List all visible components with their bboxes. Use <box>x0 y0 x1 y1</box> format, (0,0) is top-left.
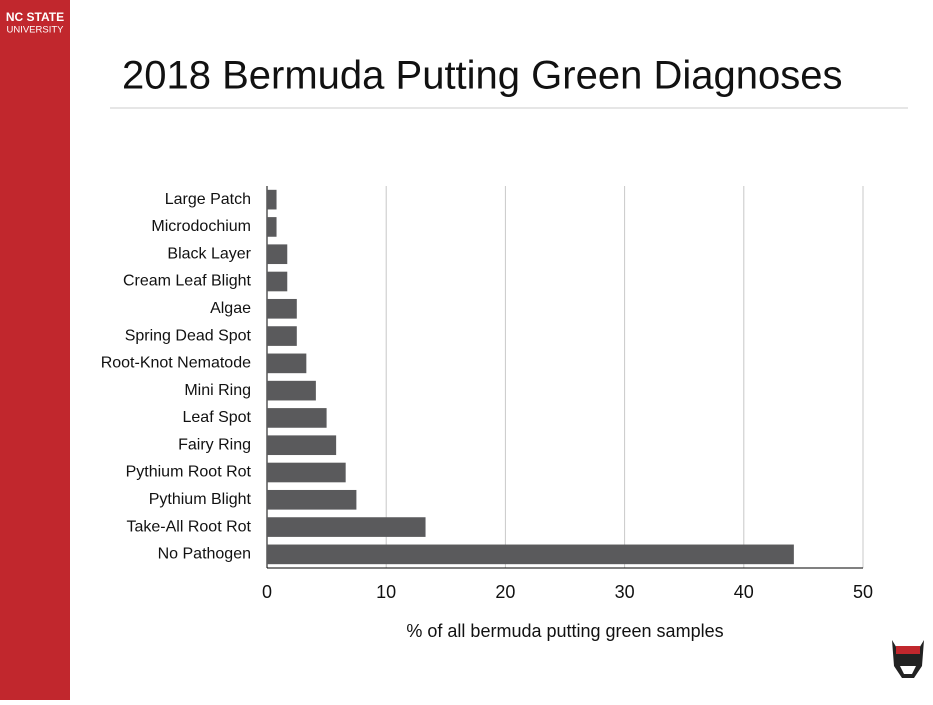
y-tick-label: Root-Knot Nematode <box>101 355 251 372</box>
y-tick-label: Fairy Ring <box>178 436 251 453</box>
bar <box>267 489 357 510</box>
logo <box>892 640 924 678</box>
y-tick-label: Leaf Spot <box>183 409 252 426</box>
bar <box>267 217 277 237</box>
bar <box>267 271 288 292</box>
y-tick-label: Pythium Blight <box>149 491 252 508</box>
y-tick-label: Mini Ring <box>184 382 251 399</box>
y-tick-label: Cream Leaf Blight <box>123 273 252 290</box>
bar <box>267 298 297 319</box>
x-tick-label: 10 <box>376 582 396 602</box>
bar <box>267 326 297 346</box>
y-tick-label: Take-All Root Rot <box>127 518 252 535</box>
bar <box>267 380 316 401</box>
y-tick-label: Spring Dead Spot <box>125 327 252 344</box>
x-tick-label: 40 <box>734 582 754 602</box>
bar <box>267 435 337 456</box>
y-tick-label: Large Patch <box>165 191 251 208</box>
x-tick-label: 20 <box>495 582 515 602</box>
brand-line1: NC STATE <box>6 10 64 24</box>
bar <box>267 462 346 483</box>
bar <box>267 353 307 374</box>
y-tick-label: Algae <box>210 300 251 317</box>
x-tick-label: 0 <box>262 582 272 602</box>
x-axis-label: % of all bermuda putting green samples <box>406 621 723 641</box>
y-tick-label: Microdochium <box>151 218 251 235</box>
chart-title: 2018 Bermuda Putting Green Diagnoses <box>122 54 842 98</box>
x-tick-label: 50 <box>853 582 873 602</box>
x-tick-label: 30 <box>615 582 635 602</box>
y-tick-label: No Pathogen <box>158 546 251 563</box>
bar <box>267 517 426 537</box>
y-tick-label: Black Layer <box>167 245 251 262</box>
brand-line2: UNIVERSITY <box>6 25 64 36</box>
bar <box>267 189 277 210</box>
sidebar <box>0 0 70 700</box>
y-tick-label: Pythium Root Rot <box>126 464 252 481</box>
bar <box>267 544 794 565</box>
bar <box>267 244 288 265</box>
bar <box>267 408 327 428</box>
plot: 0 10 20 30 40 50 Large Patch Microdochium Black … <box>101 186 873 602</box>
